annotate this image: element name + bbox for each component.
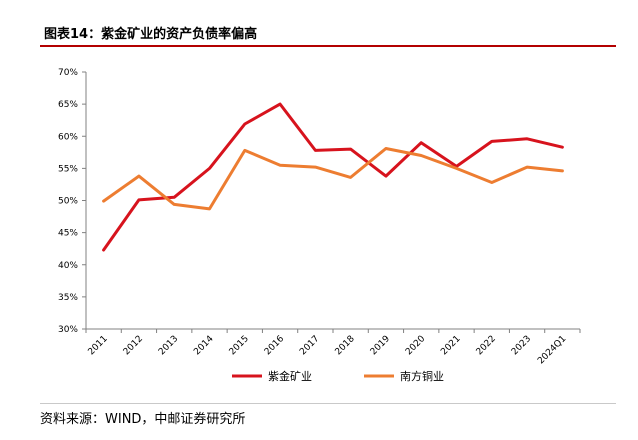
source-note: 资料来源：WIND，中邮证券研究所 — [40, 412, 246, 427]
x-tick-label: 2015 — [228, 334, 251, 357]
y-tick-label: 45% — [58, 229, 78, 239]
y-tick-label: 40% — [58, 261, 78, 271]
y-tick-label: 50% — [58, 197, 78, 207]
y-tick-label: 65% — [58, 100, 78, 110]
legend-label-1: 紫金矿业 — [268, 369, 312, 383]
title-underline — [40, 45, 616, 47]
series-layer — [102, 102, 564, 252]
y-tick-label: 30% — [58, 325, 78, 335]
x-tick-label: 2022 — [475, 334, 498, 357]
y-axis: 30% 35% 40% 45% 50% 55% 60% 65% 70% — [58, 68, 87, 335]
x-tick-label: 2012 — [122, 334, 145, 357]
x-tick-label: 2018 — [333, 334, 356, 357]
x-tick-label: 2021 — [439, 334, 462, 357]
x-tick-label: 2017 — [298, 334, 321, 357]
legend: 紫金矿业 南方铜业 — [232, 369, 444, 383]
series-line-1 — [102, 102, 564, 252]
x-tick-label: 2016 — [263, 334, 286, 357]
y-tick-label: 60% — [58, 132, 78, 142]
x-tick-label: 2011 — [86, 334, 109, 357]
figure-title: 图表14：紫金矿业的资产负债率偏高 — [44, 27, 258, 42]
legend-label-2: 南方铜业 — [400, 369, 444, 383]
footer-divider — [40, 403, 616, 404]
line-chart: 30% 35% 40% 45% 50% 55% 60% 65% 70% 2011 2012 2013… — [58, 68, 581, 383]
y-tick-label: 70% — [58, 68, 78, 78]
y-tick-label: 55% — [58, 164, 78, 174]
series-line-2 — [102, 147, 564, 211]
x-tick-label: 2019 — [369, 334, 392, 357]
x-tick-label: 2020 — [404, 334, 427, 357]
x-tick-label: 2023 — [510, 334, 533, 357]
x-tick-label: 2014 — [192, 334, 215, 357]
x-tick-label: 2013 — [157, 334, 180, 357]
y-tick-label: 35% — [58, 293, 78, 303]
x-tick-label: 2024Q1 — [536, 334, 568, 366]
x-axis: 2011 2012 2013 2014 2015 2016 2017 2018 2019 2020… — [85, 328, 581, 366]
figure-header: 图表14：紫金矿业的资产负债率偏高 — [40, 18, 616, 47]
